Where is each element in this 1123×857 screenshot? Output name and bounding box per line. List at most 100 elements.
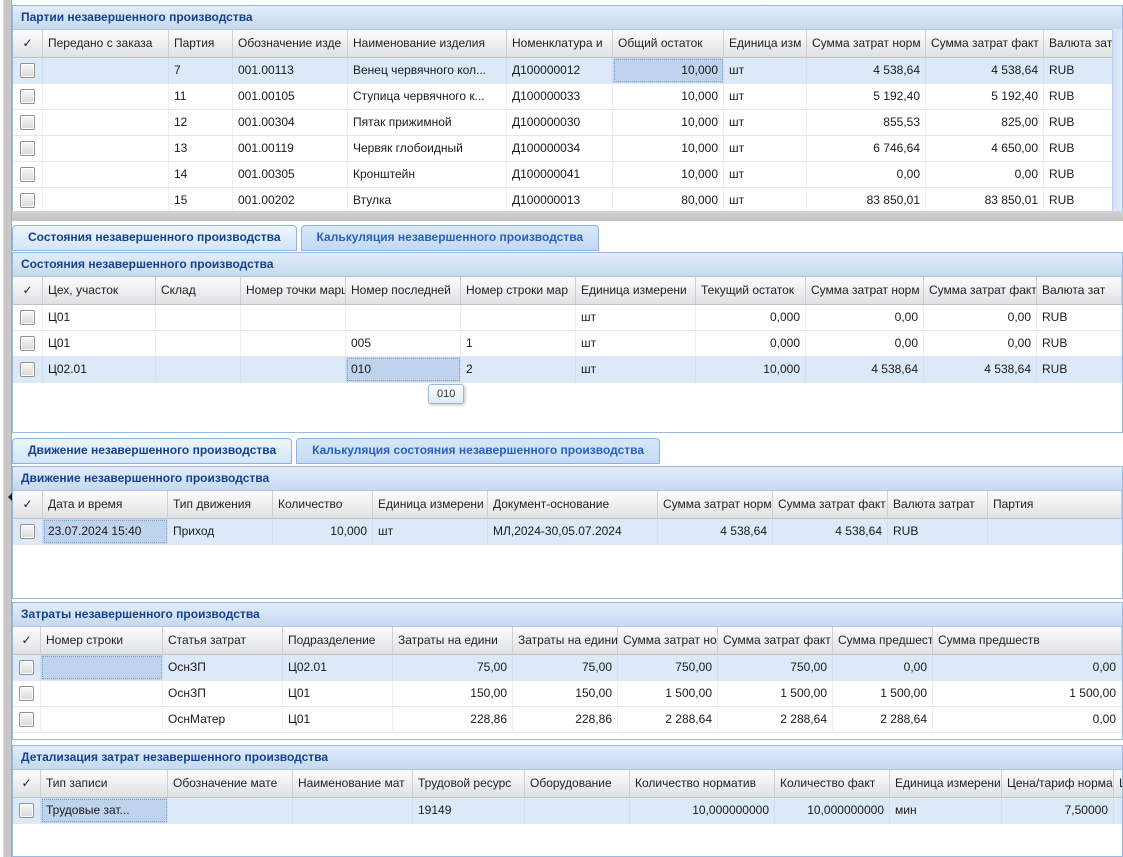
column-header[interactable]: Ц: [1114, 770, 1122, 797]
table-row[interactable]: Ц01 шт 0,000 0,00 0,00 RUB: [13, 305, 1122, 331]
column-header[interactable]: Единица измерени: [373, 491, 488, 518]
cell[interactable]: 001.00119: [233, 136, 348, 161]
cell[interactable]: RUB: [1044, 162, 1115, 187]
cell[interactable]: 1 500,00: [833, 681, 933, 706]
column-header[interactable]: Количество норматив: [630, 770, 775, 797]
cell[interactable]: 23.07.2024 15:40: [43, 519, 168, 544]
cell[interactable]: шт: [724, 188, 807, 211]
table-row[interactable]: 11 001.00105 Ступица червячного к... Д10000…: [13, 84, 1122, 110]
cell[interactable]: 83 850,01: [926, 188, 1044, 211]
row-checkbox[interactable]: [20, 115, 35, 130]
cell[interactable]: Д100000012: [507, 58, 613, 83]
column-header[interactable]: Дата и время: [43, 491, 168, 518]
column-header[interactable]: Тип записи: [41, 770, 168, 797]
tab-states-calculation[interactable]: Калькуляция незавершенного производства: [300, 225, 600, 251]
cell[interactable]: RUB: [1044, 84, 1115, 109]
cell[interactable]: RUB: [1044, 188, 1115, 211]
row-checkbox[interactable]: [19, 660, 34, 675]
cell[interactable]: 7,50000: [1002, 798, 1114, 823]
row-checkbox[interactable]: [20, 193, 35, 208]
cell[interactable]: [43, 188, 169, 211]
row-checkbox[interactable]: [19, 803, 34, 818]
cell[interactable]: [241, 331, 346, 356]
cell[interactable]: 4 538,64: [806, 357, 924, 382]
cell[interactable]: 4 538,64: [926, 58, 1044, 83]
table-row[interactable]: 7 001.00113 Венец червячного кол... Д100000…: [13, 58, 1122, 84]
cell[interactable]: 2 288,64: [718, 707, 833, 732]
select-all-check-icon[interactable]: ✓: [13, 277, 43, 304]
cell[interactable]: Приход: [168, 519, 273, 544]
cell[interactable]: 001.00305: [233, 162, 348, 187]
cell[interactable]: 10,000: [613, 110, 724, 135]
column-header[interactable]: Сумма предшеству: [833, 627, 933, 654]
cell[interactable]: [168, 798, 293, 823]
cell[interactable]: шт: [576, 357, 696, 382]
column-header[interactable]: Текущий остаток: [696, 277, 806, 304]
checkbox-cell[interactable]: [13, 519, 43, 544]
cell[interactable]: 7: [169, 58, 233, 83]
cell[interactable]: 0,000: [696, 305, 806, 330]
column-header[interactable]: Количество: [273, 491, 373, 518]
cell[interactable]: 001.00202: [233, 188, 348, 211]
column-header[interactable]: Обозначение изде: [233, 30, 348, 57]
cell[interactable]: 750,00: [618, 655, 718, 680]
table-row[interactable]: 13 001.00119 Червяк глобоидный Д100000034 10…: [13, 136, 1122, 162]
cell[interactable]: Д100000034: [507, 136, 613, 161]
cell[interactable]: [1114, 798, 1122, 823]
cell[interactable]: Ц01: [283, 707, 393, 732]
cell[interactable]: 10,000: [613, 58, 724, 83]
cell[interactable]: [461, 305, 576, 330]
cell[interactable]: RUB: [1037, 331, 1122, 356]
cell[interactable]: 2 288,64: [833, 707, 933, 732]
row-checkbox[interactable]: [20, 63, 35, 78]
column-header[interactable]: Партия: [988, 491, 1122, 518]
column-header[interactable]: Валюта затрат: [888, 491, 988, 518]
column-header[interactable]: Подразделение: [283, 627, 393, 654]
cell[interactable]: МЛ,2024-30,05.07.2024: [488, 519, 658, 544]
row-checkbox[interactable]: [20, 524, 35, 539]
cell[interactable]: 0,00: [806, 331, 924, 356]
cell[interactable]: шт: [724, 110, 807, 135]
column-header[interactable]: Наименование мат: [293, 770, 413, 797]
cell[interactable]: 855,53: [807, 110, 926, 135]
checkbox-cell[interactable]: [13, 305, 43, 330]
cell[interactable]: 0,00: [924, 331, 1037, 356]
column-header[interactable]: Передано с заказа: [43, 30, 169, 57]
column-header[interactable]: Валюта затр: [1044, 30, 1115, 57]
cell[interactable]: 14: [169, 162, 233, 187]
cell[interactable]: Ц02.01: [43, 357, 156, 382]
table-row[interactable]: 23.07.2024 15:40 Приход 10,000 шт МЛ,2024-30…: [13, 519, 1122, 545]
cell[interactable]: 83 850,01: [807, 188, 926, 211]
cell[interactable]: шт: [724, 58, 807, 83]
cell[interactable]: Втулка: [348, 188, 507, 211]
row-checkbox[interactable]: [20, 167, 35, 182]
column-header[interactable]: Номер последней: [346, 277, 461, 304]
cell[interactable]: 0,00: [806, 305, 924, 330]
cell[interactable]: 4 538,64: [773, 519, 888, 544]
cell[interactable]: шт: [576, 305, 696, 330]
horizontal-splitter[interactable]: [12, 211, 1123, 221]
table-row[interactable]: Ц01 005 1 шт 0,000 0,00 0,00 RUB: [13, 331, 1122, 357]
cell[interactable]: RUB: [1044, 58, 1115, 83]
column-header[interactable]: Партия: [169, 30, 233, 57]
checkbox-cell[interactable]: [13, 58, 43, 83]
select-all-check-icon[interactable]: ✓: [13, 491, 43, 518]
cell[interactable]: 228,86: [393, 707, 513, 732]
cell[interactable]: 6 746,64: [807, 136, 926, 161]
table-row[interactable]: 14 001.00305 Кронштейн Д100000041 10,000 шт 0,…: [13, 162, 1122, 188]
row-checkbox[interactable]: [19, 686, 34, 701]
cell[interactable]: 0,00: [807, 162, 926, 187]
cell[interactable]: [43, 58, 169, 83]
tab-state-calculation[interactable]: Калькуляция состояния незавершенного про…: [296, 438, 661, 464]
checkbox-cell[interactable]: [13, 136, 43, 161]
select-all-check-icon[interactable]: ✓: [13, 30, 43, 57]
checkbox-cell[interactable]: [13, 707, 41, 732]
cell[interactable]: 10,000: [613, 162, 724, 187]
cell[interactable]: 10,000: [273, 519, 373, 544]
checkbox-cell[interactable]: [13, 331, 43, 356]
column-header[interactable]: Номер строки мар: [461, 277, 576, 304]
column-header[interactable]: Количество факт: [775, 770, 890, 797]
row-checkbox[interactable]: [20, 89, 35, 104]
cell[interactable]: шт: [724, 162, 807, 187]
checkbox-cell[interactable]: [13, 162, 43, 187]
